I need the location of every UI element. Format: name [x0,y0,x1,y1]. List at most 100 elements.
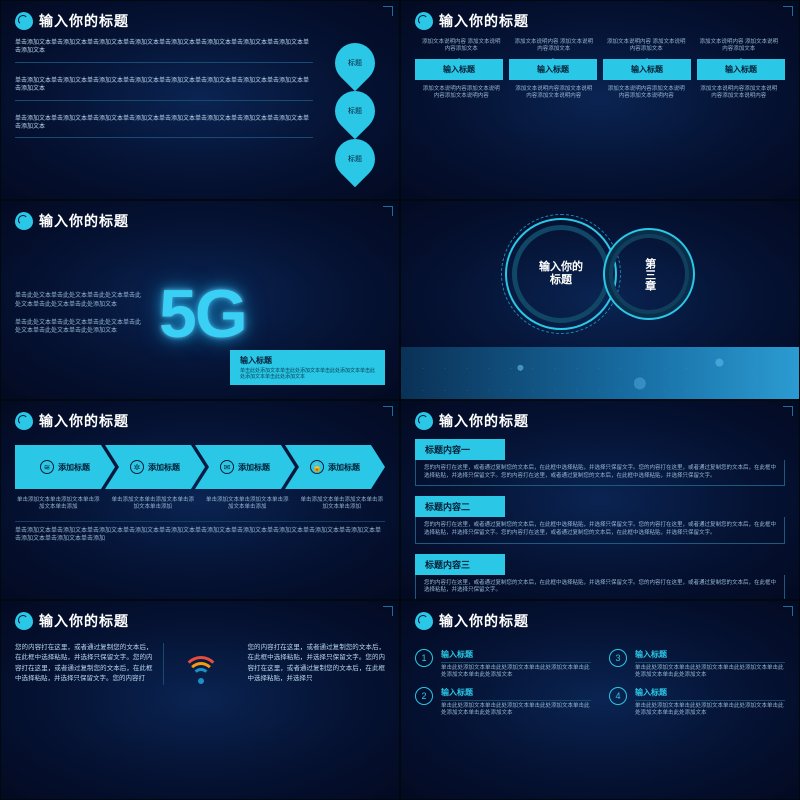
teardrop-bullet: 标题 [327,83,384,140]
slide3-callout: 输入标题 单击此处添加文本单击此处添加文本单击此处添加文本单击此处添加文本单击此… [230,350,385,385]
5g-logo: 5G [159,275,246,353]
desc: 单击添加文本单击添加文本单击添加文本单击添加 [110,497,197,511]
slide-header: 输入你的标题 [15,11,385,31]
arrow-step: ✉ 添加标题 [195,445,295,489]
bullet-label: 标题 [348,154,362,164]
head-icon [15,412,33,430]
arrow-process: ≋添加标题 ✲添加标题 ✉添加标题 🔒添加标题 [15,445,385,489]
bullet-label: 标题 [348,106,362,116]
bullet-label: 标题 [348,58,362,68]
slide1-text-col: 单击添加文本单击添加文本单击添加文本单击添加文本单击添加文本单击添加文本单击添加… [15,39,313,179]
step-label: 添加标题 [238,462,270,473]
corner-decoration [783,606,793,616]
item-number: 4 [609,687,627,705]
slide-header: 输入你的标题 [15,611,385,631]
item-desc: 单击此处添加文本单击此处添加文本单击此处添加文本单击此处添加文本单击此处添加文本 [441,703,591,717]
slide1-bullets: 标题 标题 标题 [325,39,385,179]
item-number: 1 [415,649,433,667]
step-label: 添加标题 [328,462,360,473]
item-title: 输入标题 [635,649,785,663]
wifi-icon: ≋ [40,460,54,474]
list-right: 3 输入标题 单击此处添加文本单击此处添加文本单击此处添加文本单击此处添加文本单… [609,649,785,718]
item-desc: 您的内容打在这里，或者通过复制您的文本后，在此框中选择粘贴，并选择只保留文字。您… [415,575,785,600]
slide-6: 输入你的标题 标题内容一 您的内容打在这里，或者通过复制您的文本后，在此框中选择… [400,400,800,600]
head-icon [415,12,433,30]
label-box: 输入标题 [603,59,691,80]
step-descriptions: 单击添加文本单击添加文本单击添加文本单击添加 单击添加文本单击添加文本单击添加文… [15,497,385,511]
slide7-body: 您的内容打在这里，或者通过复制您的文本后，在此框中选择粘贴，并选择只保留文字。您… [15,643,385,693]
head-icon [15,612,33,630]
list-item: 2 输入标题 单击此处添加文本单击此处添加文本单击此处添加文本单击此处添加文本单… [415,687,591,717]
desc: 添加文本说明内容添加文本说明内容添加文本说明内容 [606,86,687,100]
slide-header: 输入你的标题 [415,11,785,31]
slide2-top-row: 添加文本说明内容 添加文本说明内容添加文本 添加文本说明内容 添加文本说明内容添… [415,39,785,53]
item-title: 标题内容三 [415,554,505,575]
head-icon [15,12,33,30]
label-box: 输入标题 [415,59,503,80]
item-title: 输入标题 [441,687,591,701]
item-desc: 您的内容打在这里，或者通过复制您的文本后，在此框中选择粘贴，并选择只保留文字。您… [415,517,785,543]
desc: 添加文本说明内容添加文本说明内容添加文本说明内容 [698,86,779,100]
content-item: 标题内容一 您的内容打在这里，或者通过复制您的文本后，在此框中选择粘贴，并选择只… [415,439,785,486]
paragraph: 单击添加文本单击添加文本单击添加文本单击添加文本单击添加文本单击添加文本单击添加… [15,39,313,63]
teardrop-bullet: 标题 [327,131,384,188]
paragraph: 单击添加文本单击添加文本单击添加文本单击添加文本单击添加文本单击添加文本单击添加… [15,115,313,139]
content-item: 标题内容三 您的内容打在这里，或者通过复制您的文本后，在此框中选择粘贴，并选择只… [415,554,785,600]
paragraph: 单击此处文本单击此处文本单击此处文本单击此处文本单击此处文本单击此处添加文本 [15,319,145,336]
callout-body: 单击此处添加文本单击此处添加文本单击此处添加文本单击此处添加文本单击此处添加文本 [240,368,375,380]
chapter-footer-graphic [401,347,799,399]
teardrop-bullet: 标题 [327,35,384,92]
gear-icon: ✲ [130,460,144,474]
slide-5: 输入你的标题 ≋添加标题 ✲添加标题 ✉添加标题 🔒添加标题 单击添加文本单击添… [0,400,400,600]
slide2-labels: 输入标题 输入标题 输入标题 输入标题 [415,59,785,80]
step-label: 添加标题 [58,462,90,473]
slide-7: 输入你的标题 您的内容打在这里，或者通过复制您的文本后，在此框中选择粘贴，并选择… [0,600,400,800]
list-item: 1 输入标题 单击此处添加文本单击此处添加文本单击此处添加文本单击此处添加文本单… [415,649,591,679]
head-icon [415,412,433,430]
slide-title: 输入你的标题 [39,611,129,631]
grid-overlay [401,347,799,399]
desc: 添加文本说明内容 添加文本说明内容添加文本 [513,39,594,53]
item-title: 标题内容二 [415,496,505,517]
slide-3: 输入你的标题 单击此处文本单击此处文本单击此处文本单击此处文本单击此处文本单击此… [0,200,400,400]
footer-text: 单击添加文本单击添加文本单击添加文本单击添加文本单击添加文本单击添加文本单击添加… [15,521,385,543]
slide-4-chapter: 输入你的标题 第三章 [400,200,800,400]
slide2-bottom-row: 添加文本说明内容添加文本说明内容添加文本说明内容 添加文本说明内容添加文本说明内… [415,86,785,100]
item-title: 输入标题 [635,687,785,701]
slide-title: 输入你的标题 [39,11,129,31]
desc: 单击添加文本单击添加文本单击添加文本单击添加 [299,497,386,511]
ring-main: 输入你的标题 [505,218,617,330]
desc: 添加文本说明内容 添加文本说明内容添加文本 [421,39,502,53]
paragraph: 单击此处文本单击此处文本单击此处文本单击此处文本单击此处文本单击此处添加文本 [15,292,145,309]
corner-decoration [383,606,393,616]
item-number: 3 [609,649,627,667]
step-label: 添加标题 [148,462,180,473]
list-left: 1 输入标题 单击此处添加文本单击此处添加文本单击此处添加文本单击此处添加文本单… [415,649,591,718]
text-right: 您的内容打在这里，或者通过复制您的文本后，在此框中选择粘贴，并选择只保留文字。您… [238,643,386,685]
wifi-stack-icon [176,643,226,693]
chapter-rings: 输入你的标题 第三章 [401,201,799,347]
corner-decoration [783,6,793,16]
chat-icon: ✉ [220,460,234,474]
desc: 单击添加文本单击添加文本单击添加文本单击添加 [204,497,291,511]
item-content: 输入标题 单击此处添加文本单击此处添加文本单击此处添加文本单击此处添加文本单击此… [635,687,785,717]
slide-title: 输入你的标题 [439,611,529,631]
slide-header: 输入你的标题 [415,411,785,431]
item-content: 输入标题 单击此处添加文本单击此处添加文本单击此处添加文本单击此处添加文本单击此… [441,649,591,679]
slide-8: 输入你的标题 1 输入标题 单击此处添加文本单击此处添加文本单击此处添加文本单击… [400,600,800,800]
desc: 添加文本说明内容添加文本说明内容添加文本说明内容 [513,86,594,100]
text-left: 您的内容打在这里，或者通过复制您的文本后，在此框中选择粘贴，并选择只保留文字。您… [15,643,164,685]
item-number: 2 [415,687,433,705]
slide8-columns: 1 输入标题 单击此处添加文本单击此处添加文本单击此处添加文本单击此处添加文本单… [415,639,785,718]
corner-decoration [383,6,393,16]
arrow-step: ✲ 添加标题 [105,445,205,489]
callout-title: 输入标题 [240,355,375,366]
item-desc: 单击此处添加文本单击此处添加文本单击此处添加文本单击此处添加文本单击此处添加文本 [635,703,785,717]
item-desc: 单击此处添加文本单击此处添加文本单击此处添加文本单击此处添加文本单击此处添加文本 [441,665,591,679]
arrow-step: ≋ 添加标题 [15,445,115,489]
slide-1: 输入你的标题 单击添加文本单击添加文本单击添加文本单击添加文本单击添加文本单击添… [0,0,400,200]
corner-decoration [383,206,393,216]
label-box: 输入标题 [509,59,597,80]
chapter-label: 第三章 [642,258,655,291]
paragraph: 单击添加文本单击添加文本单击添加文本单击添加文本单击添加文本单击添加文本单击添加… [15,77,313,101]
